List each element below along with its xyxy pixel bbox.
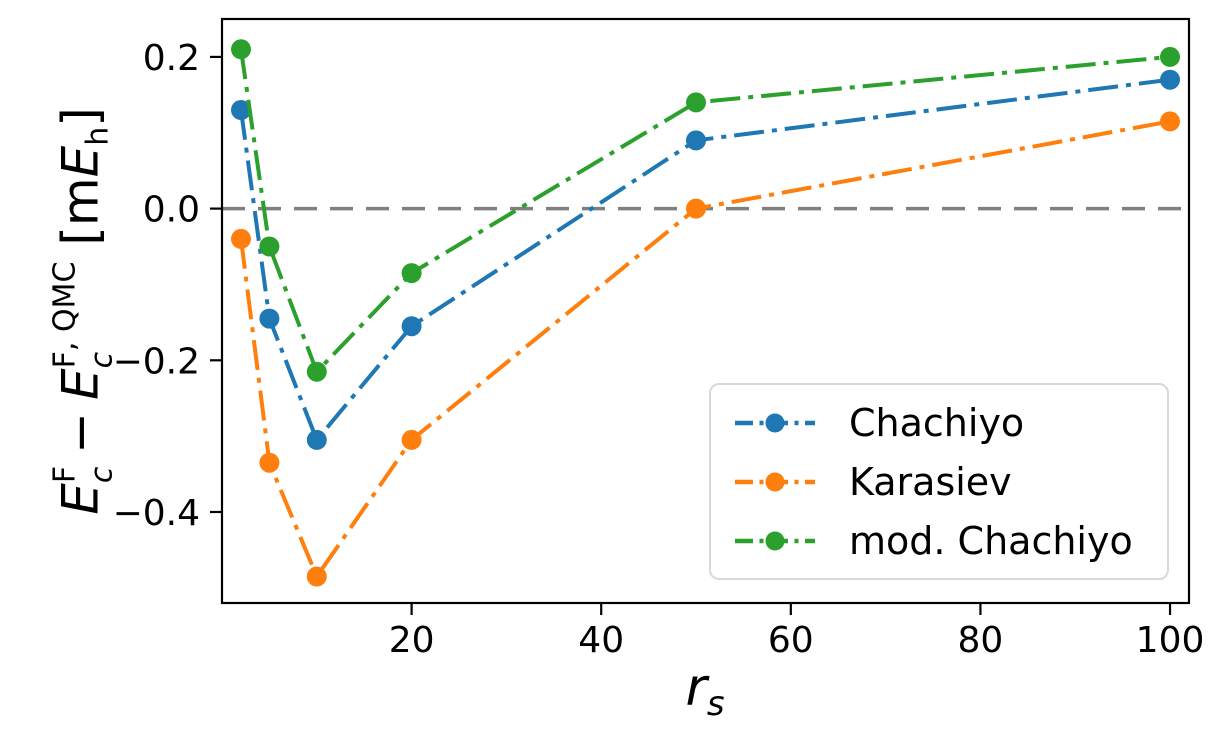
data-point-chachiyo [231, 100, 251, 120]
xlabel-sub-s: s [706, 684, 725, 724]
legend-entry-chachiyo: Chachiyo [733, 404, 1145, 442]
data-point-mod-chachiyo [1160, 46, 1180, 67]
x-axis-label: rs [685, 662, 724, 721]
x-tick-label: 80 [958, 620, 1004, 661]
data-point-karasiev [1160, 111, 1180, 132]
ylabel-sup-FQMC: F, QMC [47, 261, 83, 369]
x-tick-label: 40 [578, 620, 624, 661]
data-point-karasiev [259, 452, 280, 473]
xlabel-r: r [685, 658, 707, 718]
data-point-karasiev [306, 566, 327, 587]
data-point-mod-chachiyo [401, 263, 422, 284]
ylabel-unit-E: E [51, 145, 110, 178]
y-tick-label: 0.2 [143, 38, 200, 79]
x-tick-label: 100 [1136, 620, 1205, 661]
axes-spines [220, 17, 1191, 605]
y-tick-label: −0.2 [113, 341, 200, 382]
data-point-chachiyo [401, 316, 422, 337]
legend-marker-icon [765, 531, 785, 550]
ylabel-unit-close: ] [51, 107, 110, 127]
data-point-mod-chachiyo [231, 39, 251, 60]
ylabel-supsub-2: F, QMC c [47, 261, 120, 369]
x-tick-label: 60 [768, 620, 814, 661]
data-point-mod-chachiyo [306, 361, 327, 382]
ylabel-unit-open: [m [51, 177, 110, 246]
legend-marker-icon [765, 472, 785, 491]
data-point-chachiyo [1160, 69, 1180, 90]
data-point-mod-chachiyo [259, 236, 280, 257]
data-point-karasiev [401, 429, 422, 450]
ylabel-E2: E [51, 368, 110, 400]
ylabel-minus: − [51, 411, 110, 454]
legend-marker-icon [765, 413, 785, 432]
ylabel-E1: E [51, 483, 110, 515]
legend-label: Karasiev [849, 459, 1012, 504]
series-line-chachiyo [239, 77, 1171, 444]
series-line-mod-chachiyo [239, 49, 1171, 376]
legend: Chachiyo Karasiev mod. Chachiyo [709, 383, 1169, 580]
data-point-chachiyo [686, 130, 706, 151]
legend-sample-karasiev [735, 472, 815, 491]
data-point-chachiyo [259, 308, 280, 329]
legend-entry-mod-chachiyo: mod. Chachiyo [733, 522, 1145, 560]
legend-entry-karasiev: Karasiev [733, 463, 1145, 501]
legend-label: mod. Chachiyo [849, 518, 1133, 563]
ylabel-sup-F: F [47, 465, 83, 484]
data-point-karasiev [231, 228, 251, 249]
legend-sample-chachiyo [735, 413, 815, 432]
ylabel-sub-c2: c [84, 351, 120, 369]
data-point-karasiev [686, 198, 706, 219]
legend-label: Chachiyo [849, 400, 1025, 445]
y-tick-label: −0.4 [113, 493, 200, 534]
ylabel-sub-c1: c [84, 466, 120, 484]
series-line-karasiev [239, 119, 1171, 581]
data-point-chachiyo [306, 429, 327, 450]
legend-sample-mod-chachiyo [735, 531, 815, 550]
y-tick-label: 0.0 [143, 190, 200, 231]
data-point-mod-chachiyo [686, 92, 706, 113]
x-tick-label: 20 [389, 620, 435, 661]
ylabel-unit-sub-h: h [80, 126, 116, 146]
